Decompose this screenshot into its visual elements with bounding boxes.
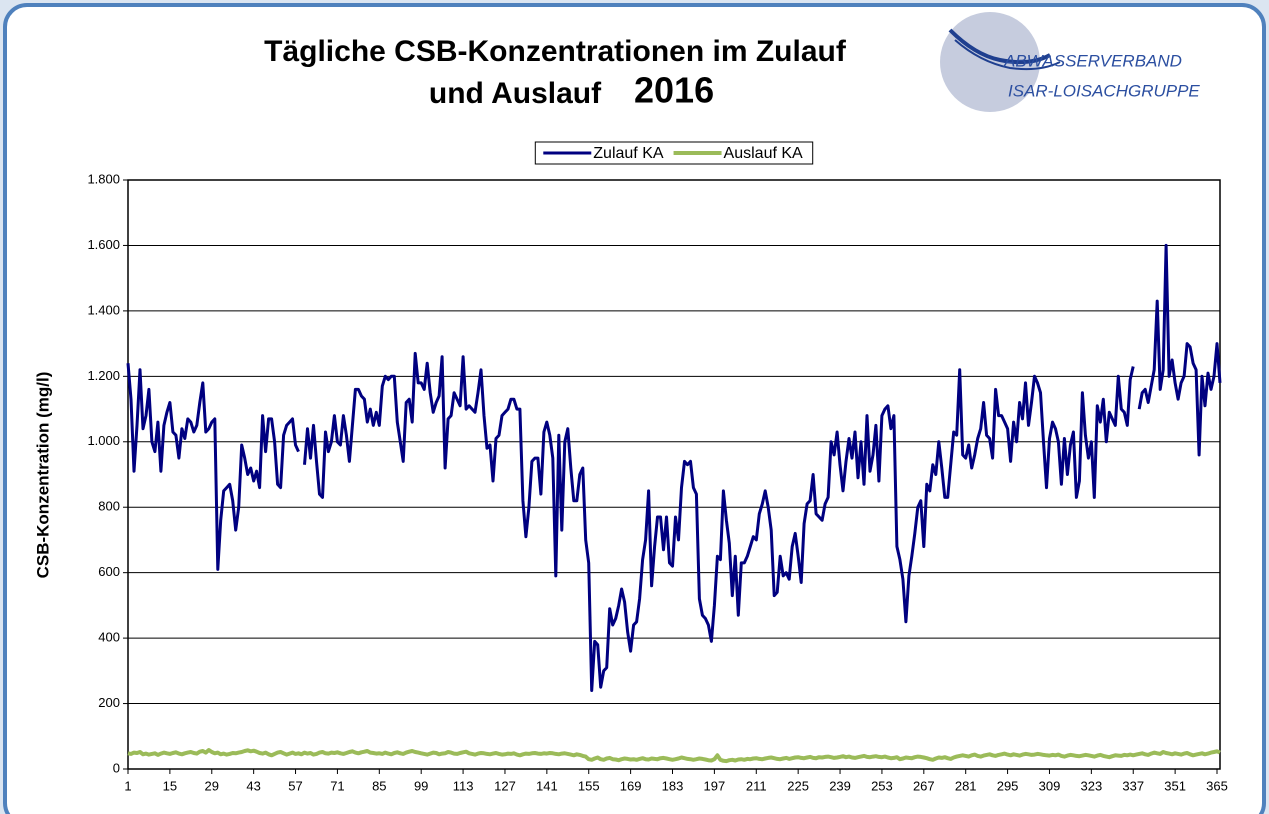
x-tick-label: 351 <box>1164 778 1186 793</box>
x-tick-label: 15 <box>163 778 177 793</box>
x-tick-label: 127 <box>494 778 516 793</box>
series-line <box>303 351 1135 692</box>
y-tick-label: 0 <box>113 760 120 775</box>
x-tick-label: 113 <box>453 778 474 793</box>
y-tick-label: 1.200 <box>87 368 120 383</box>
x-tick-label: 71 <box>330 778 344 793</box>
x-tick-label: 85 <box>372 778 386 793</box>
x-tick-label: 337 <box>1122 778 1144 793</box>
x-tick-label: 99 <box>414 778 428 793</box>
y-tick-label: 1.600 <box>87 237 120 252</box>
legend: Zulauf KA Auslauf KA <box>534 141 814 165</box>
y-axis-label: CSB-Konzentration (mg/l) <box>33 372 52 579</box>
logo-wave <box>954 39 1061 71</box>
y-tick-label: 1.800 <box>87 171 120 186</box>
series-line <box>126 363 300 571</box>
x-tick-label: 155 <box>578 778 600 793</box>
x-tick-label: 57 <box>288 778 302 793</box>
x-tick-label: 365 <box>1206 778 1228 793</box>
x-tick-label: 267 <box>913 778 935 793</box>
logo: ABWASSERVERBAND ISAR-LOISACHGRUPPE <box>940 12 1200 112</box>
x-tick-label: 281 <box>955 778 977 793</box>
x-tick-label: 29 <box>205 778 219 793</box>
logo-text: ISAR-LOISACHGRUPPE <box>1008 81 1200 100</box>
x-tick-label: 253 <box>871 778 893 793</box>
logo-wave <box>948 28 1051 65</box>
series-line <box>1137 243 1222 457</box>
x-tick-label: 169 <box>620 778 642 793</box>
y-tick-label: 1.000 <box>87 433 120 448</box>
y-tick-label: 200 <box>98 695 120 710</box>
y-tick-label: 1.400 <box>87 302 120 317</box>
logo-text: ABWASSERVERBAND <box>1003 51 1182 70</box>
x-tick-label: 225 <box>787 778 809 793</box>
x-tick-label: 197 <box>704 778 726 793</box>
y-tick-label: 600 <box>98 564 120 579</box>
y-tick-label: 400 <box>98 630 120 645</box>
x-tick-label: 295 <box>997 778 1019 793</box>
plot-frame <box>127 179 1221 770</box>
title-line: und Auslauf <box>429 77 602 110</box>
x-tick-label: 43 <box>246 778 260 793</box>
x-tick-label: 141 <box>536 778 558 793</box>
series-line <box>127 748 1221 764</box>
legend-label: Auslauf KA <box>724 145 803 162</box>
y-tick-label: 800 <box>98 499 120 514</box>
x-tick-label: 323 <box>1081 778 1103 793</box>
x-tick-label: 309 <box>1039 778 1061 793</box>
frame <box>3 3 1266 814</box>
title-year: 2016 <box>634 70 714 111</box>
title-line: Tägliche CSB-Konzentrationen im Zulauf <box>264 35 847 68</box>
x-tick-label: 211 <box>746 778 767 793</box>
x-tick-label: 239 <box>829 778 851 793</box>
x-tick-label: 183 <box>662 778 684 793</box>
x-tick-label: 1 <box>124 778 131 793</box>
legend-label: Zulauf KA <box>593 145 664 162</box>
